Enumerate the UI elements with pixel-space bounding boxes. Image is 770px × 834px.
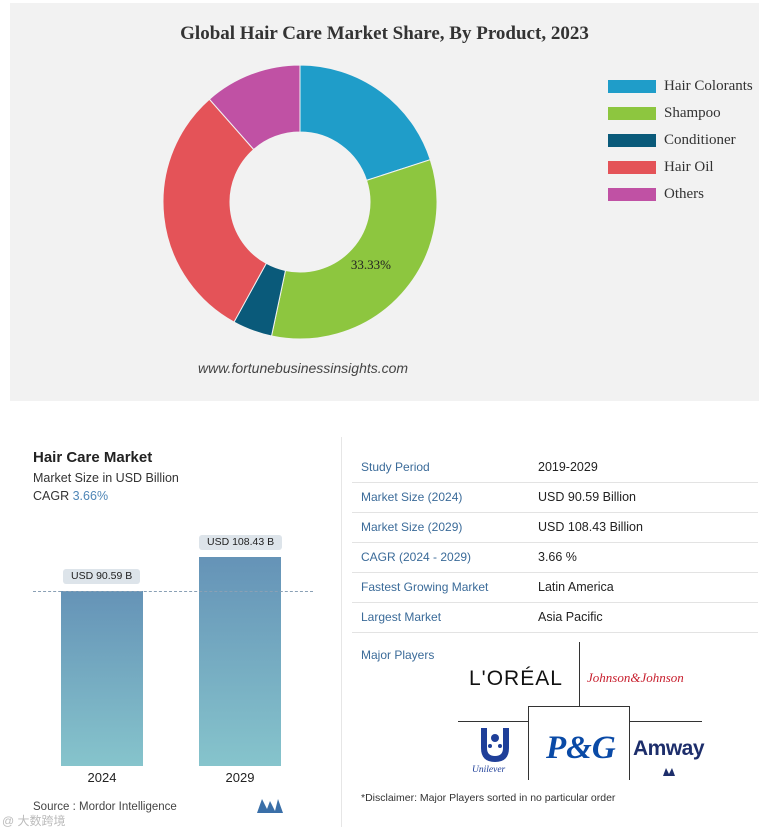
amway-logo: Amway: [633, 737, 705, 760]
info-key: Market Size (2029): [361, 520, 463, 534]
donut-slice-hair-oil: [162, 98, 267, 323]
info-key: Market Size (2024): [361, 490, 463, 504]
legend-swatch: [608, 161, 656, 174]
source-watermark: www.fortunebusinessinsights.com: [198, 360, 409, 376]
corner-watermark: @ 大数跨境: [2, 814, 66, 828]
legend-label: Hair Colorants: [664, 78, 753, 94]
info-value: USD 108.43 Billion: [538, 520, 643, 534]
donut-chart-panel: Global Hair Care Market Share, By Produc…: [10, 3, 759, 401]
grid-line: [629, 706, 630, 780]
donut-data-label: 33.33%: [351, 257, 391, 272]
info-key: Largest Market: [361, 610, 442, 624]
info-value: Asia Pacific: [538, 610, 603, 624]
info-key: Fastest Growing Market: [361, 580, 489, 594]
bar-chart-subtitle: Market Size in USD Billion: [33, 471, 179, 485]
bar-chart-title: Hair Care Market: [33, 449, 153, 466]
amway-mark-icon: [663, 768, 675, 776]
legend-swatch: [608, 188, 656, 201]
grid-line: [528, 706, 630, 707]
legend-item: Conditioner: [608, 127, 753, 154]
legend-label: Shampoo: [664, 105, 721, 121]
legend-swatch: [608, 134, 656, 147]
donut-slice-others: [208, 64, 301, 151]
info-row: Study Period 2019-2029: [352, 452, 758, 483]
info-value: Latin America: [538, 580, 614, 594]
grid-line: [458, 721, 528, 722]
info-row: Market Size (2029) USD 108.43 Billion: [352, 512, 758, 543]
donut-chart-title: Global Hair Care Market Share, By Produc…: [180, 23, 589, 44]
cagr-value: 3.66%: [72, 489, 109, 503]
bar-chart-cagr: CAGR 3.66%: [33, 489, 108, 503]
info-value: USD 90.59 Billion: [538, 490, 636, 504]
legend-swatch: [608, 107, 656, 120]
info-key: CAGR (2024 - 2029): [361, 550, 472, 564]
info-row: CAGR (2024 - 2029) 3.66 %: [352, 542, 758, 573]
info-key: Study Period: [361, 460, 430, 474]
donut-chart: 33.33%: [162, 64, 438, 340]
major-players-label: Major Players: [361, 648, 435, 662]
legend-item: Hair Colorants: [608, 73, 753, 100]
bar-2024: [61, 591, 143, 766]
unilever-logo: Unilever: [472, 765, 506, 775]
info-row: Largest Market Asia Pacific: [352, 602, 758, 633]
donut-slice-hair-colorants: [299, 64, 431, 181]
legend-label: Hair Oil: [664, 159, 714, 175]
johnson-and-johnson-logo: Johnson&Johnson: [587, 670, 684, 685]
bar-2029: [199, 557, 281, 766]
info-value: 3.66 %: [538, 550, 577, 564]
grid-line: [528, 706, 529, 780]
info-row: Fastest Growing Market Latin America: [352, 572, 758, 603]
bar-category-label: 2029: [225, 770, 255, 785]
bar-category-label: 2024: [87, 770, 117, 785]
players-disclaimer: *Disclaimer: Major Players sorted in no …: [361, 792, 616, 804]
bar-chart-source: Source : Mordor Intelligence: [33, 801, 177, 813]
legend-item: Shampoo: [608, 100, 753, 127]
legend-label: Others: [664, 186, 704, 202]
info-value: 2019-2029: [538, 460, 598, 474]
grid-line: [579, 642, 580, 706]
info-row: Market Size (2024) USD 90.59 Billion: [352, 482, 758, 513]
loreal-logo: L'ORÉAL: [469, 667, 563, 690]
legend-swatch: [608, 80, 656, 93]
pg-logo: P&G: [546, 730, 616, 766]
bar-data-label: USD 108.43 B: [199, 535, 283, 550]
mordor-intelligence-logo-icon: [257, 799, 283, 813]
bar-data-label: USD 90.59 B: [63, 569, 141, 585]
unilever-u-icon: [481, 728, 509, 762]
donut-slice-shampoo: [270, 159, 438, 340]
donut-legend: Hair Colorants Shampoo Conditioner Hair Oil…: [608, 73, 753, 208]
grid-line: [630, 721, 702, 722]
legend-item: Hair Oil: [608, 154, 753, 181]
legend-item: Others: [608, 181, 753, 208]
reference-dashed-line: [33, 591, 313, 592]
panel-divider: [341, 437, 342, 827]
cagr-label: CAGR: [33, 489, 70, 503]
legend-label: Conditioner: [664, 132, 736, 148]
